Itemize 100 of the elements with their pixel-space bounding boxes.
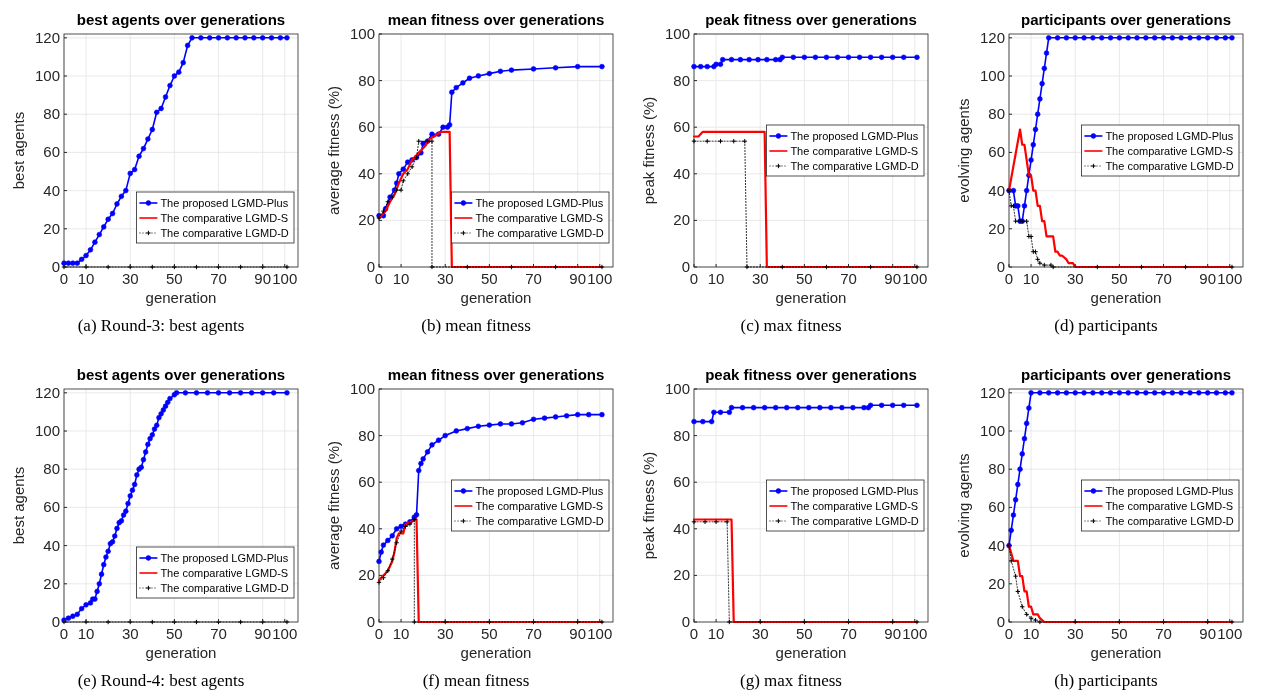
legend-label: The comparative LGMD-S [790,145,919,157]
x-tick-label: 100 [587,625,613,642]
x-tick-label: 100 [902,625,928,642]
text: (c) max fitness [740,316,842,335]
legend-label: The proposed LGMD-Plus [790,485,919,497]
x-tick-label: 30 [436,270,454,287]
text: (d) participants [1054,316,1158,335]
x-tick-label: 100 [272,270,298,287]
y-tick-label: 80 [43,105,60,123]
y-tick-label: 80 [358,71,375,89]
x-tick-label: 70 [210,625,227,642]
legend-label: The comparative LGMD-S [1105,500,1234,512]
y-tick-label: 0 [681,613,690,630]
y-axis-title: evolving agents [955,453,972,558]
y-axis-title: average fitness (%) [325,440,342,571]
legend-label: The proposed LGMD-Plus [160,197,289,209]
x-tick-label: 30 [121,270,139,287]
y-tick-label: 20 [43,219,60,237]
y-tick-label: 100 [664,380,690,397]
x-axis-title: generation [775,289,847,306]
y-tick-label: 80 [673,426,690,444]
x-tick-label: 10 [77,625,95,642]
legend-label: The comparative LGMD-D [160,582,289,594]
y-tick-label: 20 [358,566,375,584]
legend-label: The comparative LGMD-D [790,160,919,172]
text: (g) max fitness [740,671,842,690]
y-tick-label: 0 [366,613,375,630]
x-axis-title: generation [145,289,217,306]
y-tick-label: 60 [673,118,690,136]
x-tick-label: 50 [796,270,813,287]
text: (a) Round-3: best agents [77,316,245,335]
y-tick-label: 60 [988,143,1005,161]
y-tick-label: 100 [34,422,60,440]
y-axis-title: best agents [10,111,27,190]
x-tick-label: 100 [272,625,298,642]
x-tick-label: 50 [166,270,183,287]
x-tick-label: 10 [392,625,410,642]
x-tick-label: 90 [254,270,272,287]
x-tick-label: 30 [751,625,769,642]
x-tick-label: 30 [1066,625,1084,642]
y-tick-label: 120 [34,28,60,46]
x-axis-title: generation [775,644,847,661]
text: (e) Round-4: best agents [77,671,245,690]
y-tick-label: 80 [673,71,690,89]
x-tick-label: 100 [587,270,613,287]
text: (b) mean fitness [421,316,531,335]
legend-label: The comparative LGMD-D [1105,160,1234,172]
y-tick-label: 60 [988,498,1005,516]
y-tick-label: 120 [979,28,1005,46]
x-tick-label: 90 [884,270,902,287]
y-tick-label: 80 [988,460,1005,478]
legend-label: The proposed LGMD-Plus [475,485,604,497]
x-tick-label: 30 [1066,270,1084,287]
x-tick-label: 70 [1155,270,1172,287]
x-tick-label: 70 [840,625,857,642]
x-tick-label: 10 [707,625,725,642]
x-tick-label: 50 [1111,270,1128,287]
y-tick-label: 40 [988,536,1005,554]
y-tick-label: 100 [664,25,690,42]
y-tick-label: 100 [34,67,60,85]
chart-title: best agents over generations [76,366,286,383]
x-tick-label: 90 [254,625,272,642]
y-tick-label: 40 [43,536,60,554]
legend-label: The proposed LGMD-Plus [1105,485,1234,497]
legend-label: The comparative LGMD-S [160,567,289,579]
legend-label: The comparative LGMD-S [160,212,289,224]
x-tick-label: 10 [707,270,725,287]
y-tick-label: 120 [34,383,60,401]
y-axis-title: best agents [10,466,27,545]
y-tick-label: 100 [349,25,375,42]
x-tick-label: 100 [1217,270,1243,287]
y-tick-label: 60 [43,498,60,516]
y-tick-label: 80 [43,460,60,478]
y-tick-label: 100 [979,422,1005,440]
y-tick-label: 20 [673,566,690,584]
x-tick-label: 100 [1217,625,1243,642]
legend-label: The proposed LGMD-Plus [1105,130,1234,142]
y-tick-label: 100 [349,380,375,397]
y-tick-label: 20 [988,219,1005,237]
y-tick-label: 40 [43,181,60,199]
y-tick-label: 20 [43,574,60,592]
y-tick-label: 40 [673,164,690,182]
y-tick-label: 20 [358,211,375,229]
x-tick-label: 70 [525,625,542,642]
x-tick-label: 90 [1199,270,1217,287]
x-axis-title: generation [1090,289,1162,306]
y-tick-label: 20 [988,574,1005,592]
x-tick-label: 100 [902,270,928,287]
y-tick-label: 0 [366,258,375,275]
legend-label: The comparative LGMD-S [475,212,604,224]
legend-label: The proposed LGMD-Plus [475,197,604,209]
y-tick-label: 80 [358,426,375,444]
y-tick-label: 80 [988,105,1005,123]
x-tick-label: 30 [121,625,139,642]
x-tick-label: 50 [481,270,498,287]
legend-label: The comparative LGMD-S [1105,145,1234,157]
x-tick-label: 50 [481,625,498,642]
legend-label: The comparative LGMD-D [160,227,289,239]
y-tick-label: 40 [988,181,1005,199]
text: (h) participants [1054,671,1158,690]
